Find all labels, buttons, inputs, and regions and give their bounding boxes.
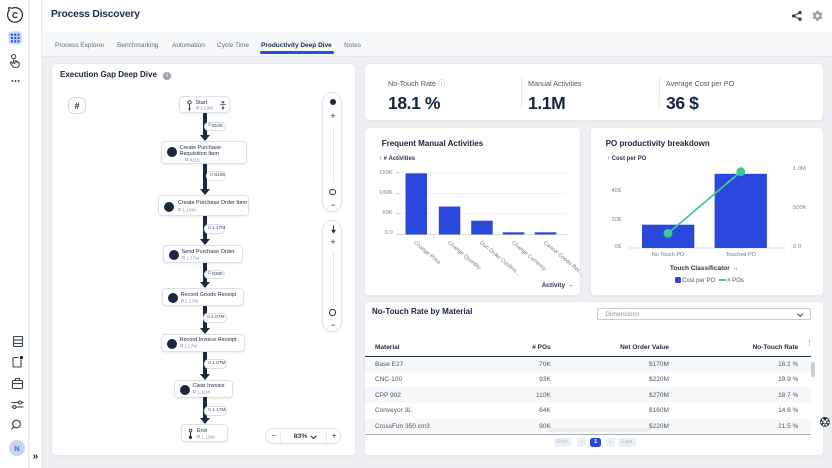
svg-text:N: N: [14, 444, 19, 453]
